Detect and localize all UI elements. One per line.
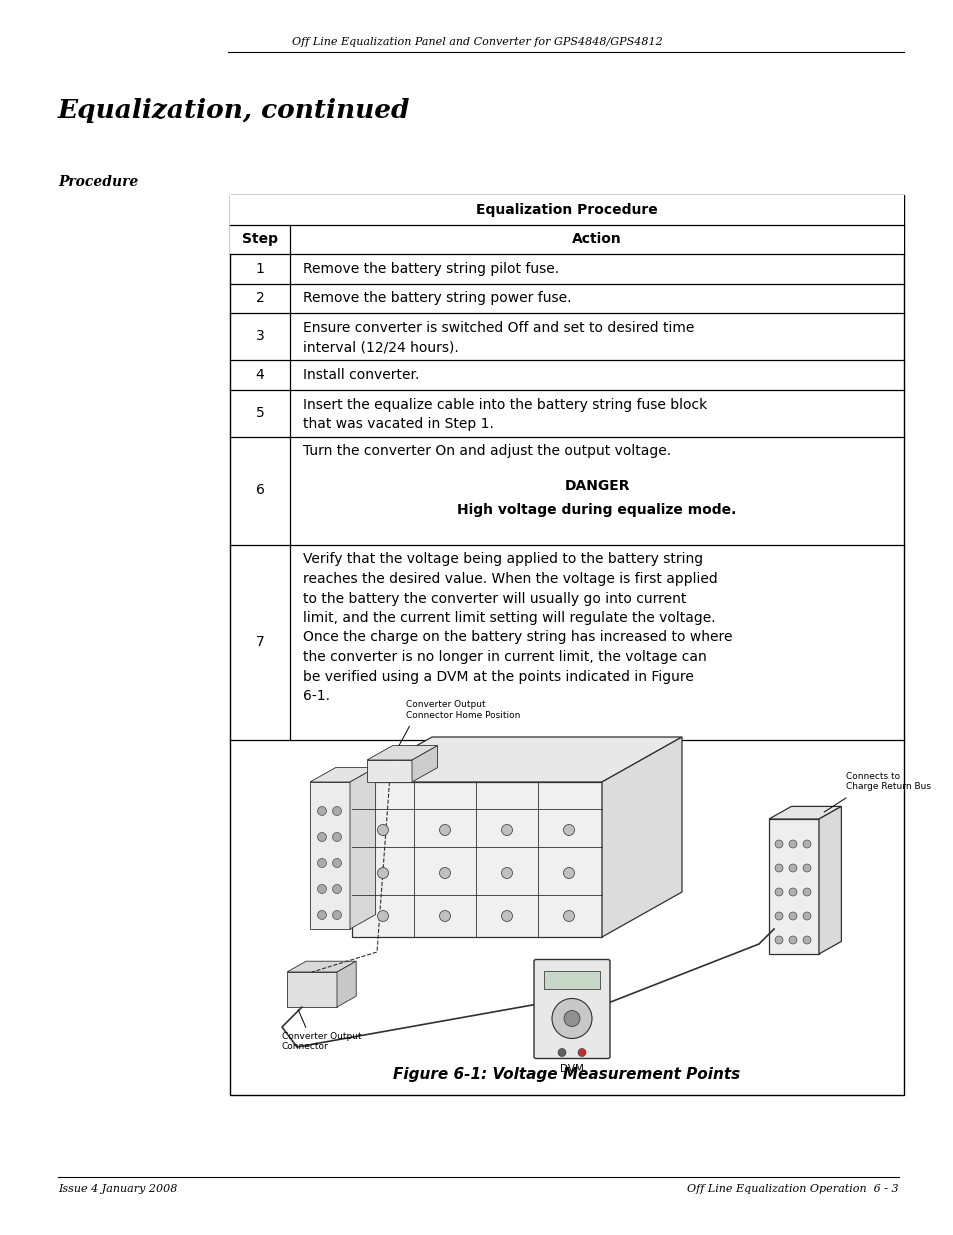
Text: 7: 7	[255, 635, 264, 650]
Circle shape	[439, 910, 450, 921]
Polygon shape	[601, 737, 681, 937]
Circle shape	[333, 910, 341, 920]
Circle shape	[788, 864, 796, 872]
Text: to the battery the converter will usually go into current: to the battery the converter will usuall…	[303, 592, 685, 605]
Text: DVM: DVM	[559, 1063, 583, 1073]
Circle shape	[578, 1049, 585, 1056]
Text: Procedure: Procedure	[58, 175, 138, 189]
Polygon shape	[818, 806, 841, 953]
Text: Connects to
Charge Return Bus: Connects to Charge Return Bus	[845, 772, 930, 792]
Circle shape	[774, 864, 782, 872]
Circle shape	[788, 840, 796, 848]
Text: that was vacated in Step 1.: that was vacated in Step 1.	[303, 417, 494, 431]
Text: interval (12/24 hours).: interval (12/24 hours).	[303, 341, 458, 354]
Text: 5: 5	[255, 406, 264, 420]
Circle shape	[501, 825, 512, 836]
Circle shape	[788, 888, 796, 897]
Circle shape	[439, 825, 450, 836]
Circle shape	[377, 825, 388, 836]
Text: Verify that the voltage being applied to the battery string: Verify that the voltage being applied to…	[303, 552, 702, 567]
Circle shape	[317, 832, 326, 841]
Text: 1: 1	[255, 262, 264, 275]
Text: 3: 3	[255, 330, 264, 343]
Circle shape	[774, 936, 782, 944]
Bar	[230, 225, 903, 254]
Text: Off Line Equalization Panel and Converter for GPS4848/GPS4812: Off Line Equalization Panel and Converte…	[292, 37, 661, 47]
Circle shape	[788, 911, 796, 920]
Circle shape	[333, 806, 341, 815]
Text: Remove the battery string power fuse.: Remove the battery string power fuse.	[303, 291, 571, 305]
Circle shape	[317, 806, 326, 815]
Circle shape	[788, 936, 796, 944]
Polygon shape	[336, 961, 355, 1007]
Text: Action: Action	[572, 232, 621, 246]
Circle shape	[501, 910, 512, 921]
Circle shape	[563, 867, 574, 878]
Circle shape	[802, 864, 810, 872]
Polygon shape	[367, 760, 412, 782]
Text: Equalization Procedure: Equalization Procedure	[476, 203, 658, 217]
Circle shape	[774, 911, 782, 920]
Polygon shape	[352, 737, 681, 782]
Text: Remove the battery string pilot fuse.: Remove the battery string pilot fuse.	[303, 262, 558, 275]
Circle shape	[802, 888, 810, 897]
Text: the converter is no longer in current limit, the voltage can: the converter is no longer in current li…	[303, 650, 706, 664]
Text: Ensure converter is switched Off and set to desired time: Ensure converter is switched Off and set…	[303, 321, 694, 335]
Circle shape	[501, 867, 512, 878]
Polygon shape	[367, 746, 437, 760]
Text: Once the charge on the battery string has increased to where: Once the charge on the battery string ha…	[303, 631, 732, 645]
Circle shape	[377, 910, 388, 921]
Circle shape	[439, 867, 450, 878]
Text: be verified using a DVM at the points indicated in Figure: be verified using a DVM at the points in…	[303, 669, 693, 683]
Circle shape	[774, 888, 782, 897]
Text: 4: 4	[255, 368, 264, 382]
Bar	[543, 971, 599, 988]
Polygon shape	[310, 768, 375, 782]
Polygon shape	[768, 819, 818, 953]
Text: 6-1.: 6-1.	[303, 689, 330, 703]
Circle shape	[317, 858, 326, 867]
Text: Insert the equalize cable into the battery string fuse block: Insert the equalize cable into the batte…	[303, 398, 706, 411]
Text: High voltage during equalize mode.: High voltage during equalize mode.	[456, 503, 736, 517]
Text: Figure 6-1: Voltage Measurement Points: Figure 6-1: Voltage Measurement Points	[393, 1067, 740, 1083]
Polygon shape	[287, 961, 355, 972]
Circle shape	[563, 1010, 579, 1026]
Text: Step: Step	[242, 232, 277, 246]
Polygon shape	[350, 768, 375, 929]
Circle shape	[802, 936, 810, 944]
Text: Converter Output
Connector Home Position: Converter Output Connector Home Position	[405, 700, 519, 720]
Circle shape	[377, 867, 388, 878]
Text: 2: 2	[255, 291, 264, 305]
Circle shape	[317, 884, 326, 893]
Circle shape	[802, 911, 810, 920]
Text: Equalization, continued: Equalization, continued	[58, 98, 410, 124]
Bar	[230, 195, 903, 225]
Bar	[230, 195, 903, 1094]
Text: limit, and the current limit setting will regulate the voltage.: limit, and the current limit setting wil…	[303, 611, 715, 625]
Circle shape	[774, 840, 782, 848]
Circle shape	[552, 999, 592, 1039]
Text: Issue 4 January 2008: Issue 4 January 2008	[58, 1184, 177, 1194]
Polygon shape	[768, 806, 841, 819]
Circle shape	[333, 884, 341, 893]
Circle shape	[333, 858, 341, 867]
Circle shape	[802, 840, 810, 848]
Text: Off Line Equalization Operation  6 - 3: Off Line Equalization Operation 6 - 3	[687, 1184, 898, 1194]
Circle shape	[563, 825, 574, 836]
Text: DANGER: DANGER	[563, 478, 629, 493]
Circle shape	[317, 910, 326, 920]
Text: 6: 6	[255, 483, 264, 498]
Polygon shape	[412, 746, 437, 782]
Polygon shape	[310, 782, 350, 929]
Circle shape	[558, 1049, 565, 1056]
Polygon shape	[352, 782, 601, 937]
Text: Converter Output
Connector: Converter Output Connector	[282, 1032, 361, 1051]
Polygon shape	[287, 972, 336, 1007]
FancyBboxPatch shape	[534, 960, 609, 1058]
Circle shape	[563, 910, 574, 921]
Circle shape	[333, 832, 341, 841]
Text: Install converter.: Install converter.	[303, 368, 419, 382]
Text: Turn the converter On and adjust the output voltage.: Turn the converter On and adjust the out…	[303, 445, 670, 458]
Text: reaches the desired value. When the voltage is first applied: reaches the desired value. When the volt…	[303, 572, 717, 585]
